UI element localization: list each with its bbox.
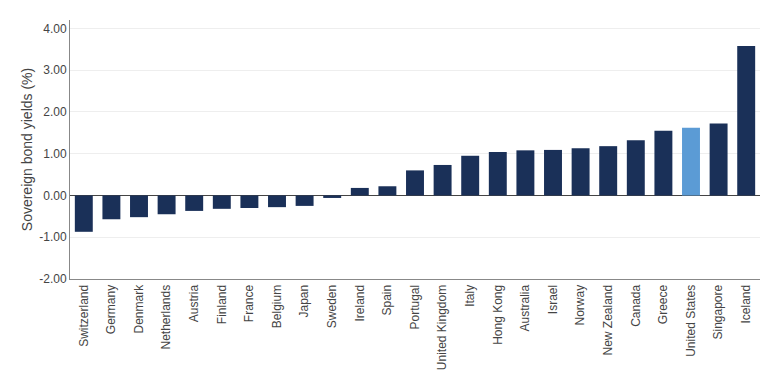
svg-text:Portugal: Portugal xyxy=(408,285,422,330)
svg-text:Hong Kong: Hong Kong xyxy=(491,285,505,345)
svg-text:Belgium: Belgium xyxy=(270,285,284,328)
svg-text:4.00: 4.00 xyxy=(43,22,67,36)
svg-text:0.00: 0.00 xyxy=(43,189,67,203)
svg-text:France: France xyxy=(242,284,256,322)
svg-text:Switzerland: Switzerland xyxy=(77,285,91,347)
svg-text:Norway: Norway xyxy=(574,285,588,326)
svg-text:United Kingdom: United Kingdom xyxy=(436,285,450,370)
svg-text:-1.00: -1.00 xyxy=(39,230,67,244)
svg-text:Canada: Canada xyxy=(629,284,643,326)
svg-text:Sovereign bond yields (%): Sovereign bond yields (%) xyxy=(19,68,35,231)
svg-text:Greece: Greece xyxy=(656,284,670,324)
svg-text:Finland: Finland xyxy=(215,285,229,324)
svg-text:United States: United States xyxy=(684,285,698,357)
svg-text:3.00: 3.00 xyxy=(43,63,67,77)
svg-text:1.00: 1.00 xyxy=(43,147,67,161)
svg-text:Netherlands: Netherlands xyxy=(160,285,174,350)
svg-text:Sweden: Sweden xyxy=(325,285,339,328)
svg-text:Ireland: Ireland xyxy=(353,285,367,322)
svg-text:Israel: Israel xyxy=(546,285,560,314)
svg-text:2.00: 2.00 xyxy=(43,105,67,119)
svg-text:Iceland: Iceland xyxy=(739,285,753,324)
svg-text:Australia: Australia xyxy=(518,284,532,331)
svg-text:Austria: Austria xyxy=(187,284,201,322)
svg-text:Denmark: Denmark xyxy=(132,284,146,334)
svg-text:-2.00: -2.00 xyxy=(39,272,67,286)
svg-text:Germany: Germany xyxy=(104,285,118,334)
svg-text:New Zealand: New Zealand xyxy=(601,285,615,356)
svg-text:Spain: Spain xyxy=(380,285,394,316)
svg-text:Japan: Japan xyxy=(298,285,312,318)
svg-text:Italy: Italy xyxy=(463,285,477,307)
svg-text:Singapore: Singapore xyxy=(712,284,726,339)
